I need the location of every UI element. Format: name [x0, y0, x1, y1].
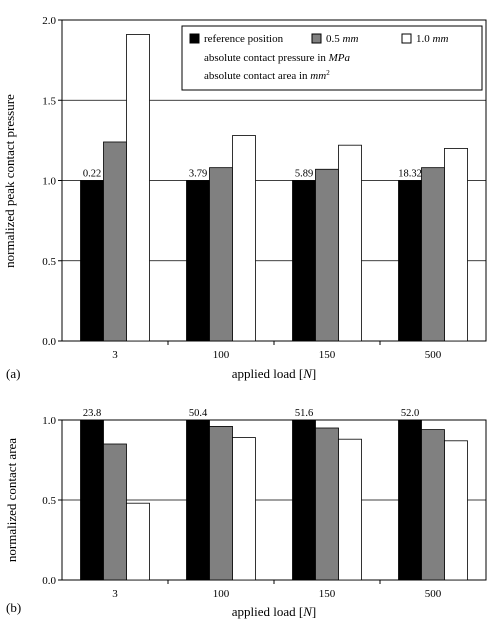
b-data-label: 51.6 [295, 408, 313, 419]
chart-b-panel-label: (b) [6, 600, 21, 615]
b-x-tick-label: 150 [319, 588, 336, 600]
chart-b-bars [80, 419, 468, 581]
b-x-tick-label: 3 [112, 588, 118, 600]
chart-b: 0.0 0.5 1.0 3 100 150 500 23.8 50.4 51.6 52.0 no… [4, 408, 487, 619]
a-y-tick-label: 1.5 [42, 95, 56, 107]
b-x-tick-label: 100 [213, 588, 230, 600]
a-bar-3-s0 [80, 180, 104, 342]
b-bar-3-s2 [126, 502, 150, 581]
b-bar-500-s2 [444, 440, 468, 581]
chart-a-panel-label: (a) [6, 366, 20, 381]
chart-b-y-axis-label: normalized contact area [4, 438, 19, 562]
chart-a-y-ticks: 0.0 0.5 1.0 1.5 2.0 [42, 15, 62, 348]
a-bar-150-s2 [338, 144, 362, 342]
a-data-label: 18.32 [398, 169, 422, 180]
b-bar-100-s1 [209, 425, 233, 581]
a-data-label: 5.89 [295, 169, 313, 180]
chart-b-x-ticks: 3 100 150 500 [112, 580, 442, 600]
a-y-tick-label: 0.0 [42, 336, 56, 348]
a-data-label: 0.22 [83, 169, 101, 180]
a-x-tick-label: 3 [112, 349, 118, 361]
a-x-tick-label: 150 [319, 349, 336, 361]
legend-swatch-0-5mm [311, 33, 322, 44]
b-bar-3-s0 [80, 419, 104, 581]
a-bar-150-s1 [315, 168, 339, 342]
b-x-tick-label: 500 [425, 588, 442, 600]
b-bar-150-s2 [338, 438, 362, 581]
a-bar-500-s2 [444, 147, 468, 342]
legend-note-pressure: absolute contact pressure in MPa [204, 52, 351, 64]
legend-swatch-reference [189, 33, 200, 44]
a-bar-500-s0 [398, 180, 422, 342]
b-y-tick-label: 0.5 [42, 495, 56, 507]
a-bar-3-s2 [126, 34, 150, 342]
b-bar-150-s1 [315, 427, 339, 581]
chart-b-x-axis-label: applied load [N] [232, 604, 317, 619]
b-data-label: 50.4 [189, 408, 208, 419]
a-y-tick-label: 0.5 [42, 256, 56, 268]
chart-a-x-axis-label: applied load [N] [232, 366, 317, 381]
legend-label-reference: reference position [204, 33, 284, 45]
legend-swatch-1-0mm [401, 33, 412, 44]
legend-label-0-5mm: 0.5 mm [326, 33, 358, 45]
legend-note-area: absolute contact area in mm2 [204, 69, 330, 82]
chart-a-legend: reference position 0.5 mm 1.0 mm absolut… [181, 25, 483, 91]
chart-a-y-axis-label: normalized peak contact pressure [2, 94, 17, 268]
b-y-tick-label: 1.0 [42, 415, 56, 427]
chart-a-x-ticks: 3 100 150 500 [112, 341, 442, 361]
a-bar-100-s2 [232, 135, 256, 342]
chart-b-data-labels: 23.8 50.4 51.6 52.0 [83, 408, 419, 419]
b-bar-100-s0 [186, 419, 210, 581]
a-bar-100-s1 [209, 167, 233, 342]
a-bar-500-s1 [421, 167, 445, 342]
b-data-label: 52.0 [401, 408, 419, 419]
chart-a: 0.0 0.5 1.0 1.5 2.0 3 100 150 500 0.22 3.79 5.89 1… [2, 15, 487, 381]
chart-a-data-labels: 0.22 3.79 5.89 18.32 [83, 169, 422, 180]
b-bar-500-s0 [398, 419, 422, 581]
b-bar-3-s1 [103, 443, 127, 581]
chart-b-y-ticks: 0.0 0.5 1.0 [42, 415, 62, 587]
a-y-tick-label: 2.0 [42, 15, 56, 27]
chart-a-bars [80, 34, 468, 342]
a-y-tick-label: 1.0 [42, 176, 56, 188]
a-bar-3-s1 [103, 141, 127, 342]
b-bar-500-s1 [421, 429, 445, 581]
b-bar-100-s2 [232, 437, 256, 581]
legend-label-1-0mm: 1.0 mm [416, 33, 448, 45]
a-bar-100-s0 [186, 180, 210, 342]
a-data-label: 3.79 [189, 169, 207, 180]
b-y-tick-label: 0.0 [42, 575, 56, 587]
a-x-tick-label: 100 [213, 349, 230, 361]
legend-box [181, 25, 483, 91]
b-bar-150-s0 [292, 419, 316, 581]
b-data-label: 23.8 [83, 408, 101, 419]
a-x-tick-label: 500 [425, 349, 442, 361]
a-bar-150-s0 [292, 180, 316, 342]
